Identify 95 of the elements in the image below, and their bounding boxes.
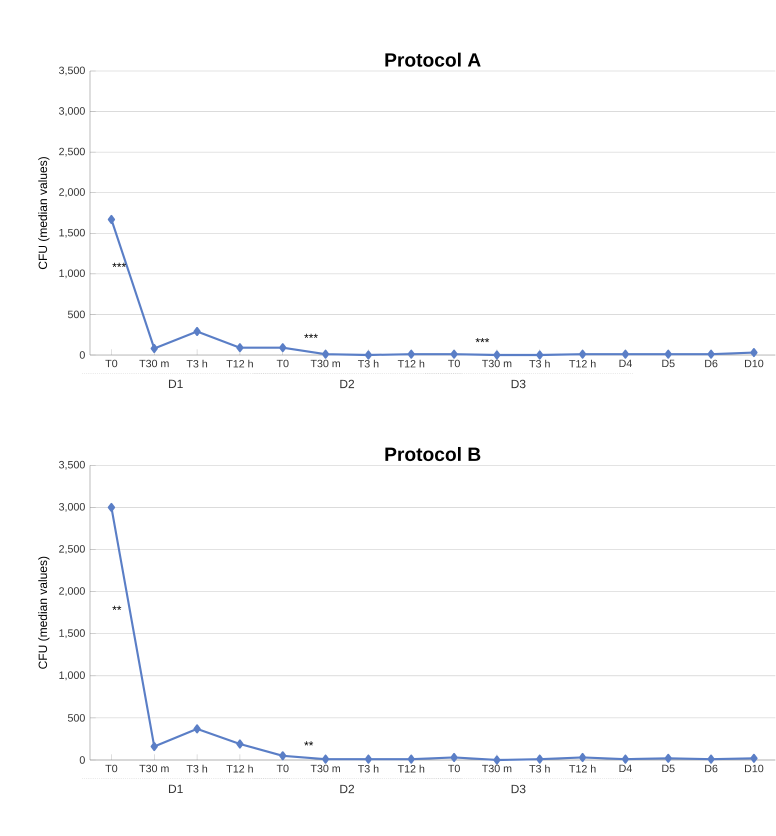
point xyxy=(364,350,372,360)
x-tick-label: T0 xyxy=(276,764,289,772)
point xyxy=(322,350,330,359)
point xyxy=(536,350,544,360)
point xyxy=(750,754,758,763)
x-tick-label: T3 h xyxy=(529,764,550,773)
x-tick-label: D5 xyxy=(662,360,675,368)
y-tick-label: 500 xyxy=(68,310,85,318)
chart-title: Protocol B xyxy=(385,446,480,462)
y-tick-label: 2,000 xyxy=(59,587,85,596)
y-tick-label: 3,000 xyxy=(58,107,85,116)
annotation: *** xyxy=(304,334,318,338)
text: D3 xyxy=(512,784,526,794)
x-tick-label: T12 h xyxy=(226,764,253,772)
x-tick-label: T3 h xyxy=(529,360,550,368)
y-tick-label: 2,500 xyxy=(59,148,85,157)
y-tick-label: 3,500 xyxy=(58,460,85,470)
point xyxy=(493,755,501,765)
text: D2 xyxy=(340,784,354,794)
x-tick-label: T30 m xyxy=(310,360,340,368)
y-axis-title: CFU (median values) xyxy=(38,157,50,270)
x-tick-label: T3 h xyxy=(358,764,378,773)
x-tick-label: T30 m xyxy=(482,360,512,368)
x-tick-label: D6 xyxy=(705,360,718,368)
point xyxy=(364,754,372,764)
x-tick-label: T30 m xyxy=(139,360,169,368)
x-tick-label: T12 h xyxy=(569,360,596,368)
y-tick-label: 3,000 xyxy=(58,503,85,512)
point xyxy=(150,344,158,354)
y-tick-label: 2,000 xyxy=(59,188,85,198)
point xyxy=(450,350,458,359)
x-tick-label: T12 h xyxy=(569,764,596,772)
x-tick-label: T12 h xyxy=(398,764,424,772)
y-tick-label: 500 xyxy=(68,714,85,722)
x-tick-label: D10 xyxy=(745,764,764,772)
annotation: ** xyxy=(112,606,122,610)
point xyxy=(578,752,586,762)
point xyxy=(279,751,286,760)
x-tick-label: T30 m xyxy=(310,764,340,772)
x-tick-label: T0 xyxy=(448,360,460,368)
x-tick-label: T3 h xyxy=(186,360,208,368)
y-tick-label: 1,000 xyxy=(59,269,85,278)
x-tick-label: T12 h xyxy=(226,360,253,368)
x-tick-label: T0 xyxy=(105,360,118,368)
point xyxy=(193,724,201,734)
point xyxy=(664,754,672,763)
point xyxy=(750,348,758,358)
x-tick-label: T0 xyxy=(276,360,289,368)
x-tick-label: D6 xyxy=(705,764,718,772)
point xyxy=(450,752,458,762)
text: D1 xyxy=(168,380,183,388)
x-tick-label: T0 xyxy=(448,764,460,772)
x-tick-label: D5 xyxy=(662,764,675,772)
point xyxy=(108,214,116,224)
text: D1 xyxy=(168,784,183,793)
point xyxy=(408,754,415,764)
point xyxy=(536,754,544,764)
y-tick-label: 0 xyxy=(80,756,85,764)
point xyxy=(193,326,201,336)
x-tick-label: D10 xyxy=(745,360,764,368)
point xyxy=(707,350,715,359)
point xyxy=(578,350,586,359)
y-tick-label: 1,500 xyxy=(59,228,85,238)
point xyxy=(236,343,244,352)
annotation: *** xyxy=(476,338,490,342)
text: D3 xyxy=(512,380,526,388)
x-tick-label: T30 m xyxy=(139,764,169,772)
point xyxy=(664,350,672,359)
point xyxy=(322,754,330,764)
point xyxy=(493,350,501,360)
x-tick-label: T0 xyxy=(105,764,118,772)
point xyxy=(408,350,415,359)
y-tick-label: 3,500 xyxy=(58,66,85,76)
point xyxy=(622,350,630,359)
annotation: *** xyxy=(112,262,126,267)
x-tick-label: D4 xyxy=(619,764,632,772)
point xyxy=(236,739,244,749)
x-tick-label: D4 xyxy=(619,360,632,368)
annotation: ** xyxy=(304,741,314,746)
point xyxy=(622,754,630,764)
x-tick-label: T3 h xyxy=(186,764,208,773)
chart-title: Protocol A xyxy=(385,52,481,67)
y-tick-label: 1,500 xyxy=(59,629,85,638)
y-tick-label: 2,500 xyxy=(59,545,85,554)
point xyxy=(279,343,286,352)
point xyxy=(707,754,715,764)
y-tick-label: 1,000 xyxy=(59,671,85,680)
y-tick-label: 0 xyxy=(80,351,85,359)
y-axis-title: CFU (median values) xyxy=(38,556,50,669)
point xyxy=(150,742,158,752)
x-tick-label: T30 m xyxy=(482,764,512,772)
text: D2 xyxy=(340,380,354,388)
point xyxy=(108,502,116,512)
x-tick-label: T3 h xyxy=(358,360,378,368)
x-tick-label: T12 h xyxy=(398,360,424,368)
